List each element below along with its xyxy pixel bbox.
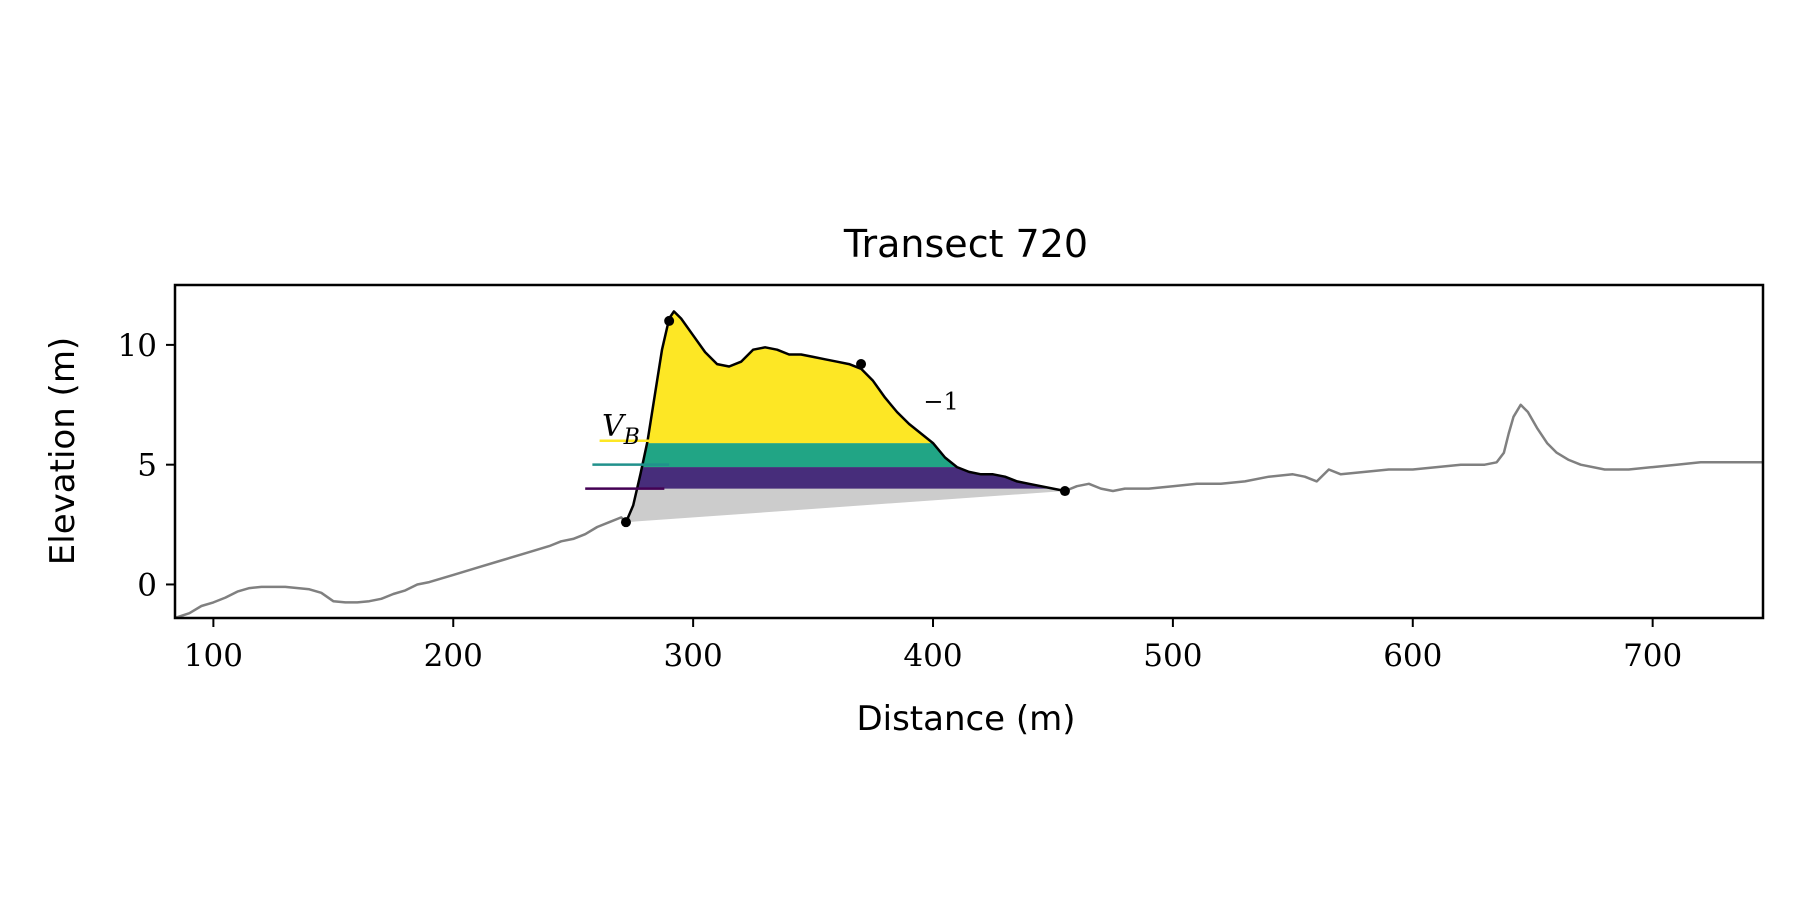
profile-line-landward: [1064, 403, 1763, 493]
key-point-2: [664, 315, 675, 326]
x-tick-label: 400: [903, 638, 962, 674]
volume-band-2: [626, 443, 1065, 468]
annotation-2: −1: [923, 388, 958, 416]
annotations: VB −1: [602, 388, 959, 450]
x-axis-label: Distance (m): [856, 699, 1075, 739]
axes-frame: [173, 283, 1765, 620]
x-tick-label: 300: [664, 638, 723, 674]
annotation-1: VB: [602, 409, 640, 450]
x-tick-label: 200: [424, 638, 483, 674]
y-tick-label: 10: [118, 328, 157, 364]
chart-title: Transect 720: [843, 222, 1088, 266]
x-axis-ticks: 100 200 300 400 500 600 700: [184, 618, 1682, 674]
volume-bands: [626, 311, 1065, 489]
x-tick-label: 700: [1623, 638, 1682, 674]
y-axis-label: Elevation (m): [43, 337, 83, 565]
y-axis-ticks: 0 5 10: [118, 328, 175, 603]
y-tick-label: 0: [137, 567, 157, 603]
plot-area: [175, 310, 1763, 618]
x-tick-label: 600: [1383, 638, 1442, 674]
key-point-3: [856, 359, 867, 370]
key-point-4: [1059, 486, 1070, 497]
key-point-1: [620, 517, 631, 528]
volume-band-1: [626, 467, 1065, 489]
x-tick-label: 500: [1143, 638, 1202, 674]
y-tick-label: 5: [137, 448, 157, 484]
profile-line-seaward: [175, 516, 627, 618]
x-tick-label: 100: [184, 638, 243, 674]
dune-outline: [624, 310, 1066, 523]
